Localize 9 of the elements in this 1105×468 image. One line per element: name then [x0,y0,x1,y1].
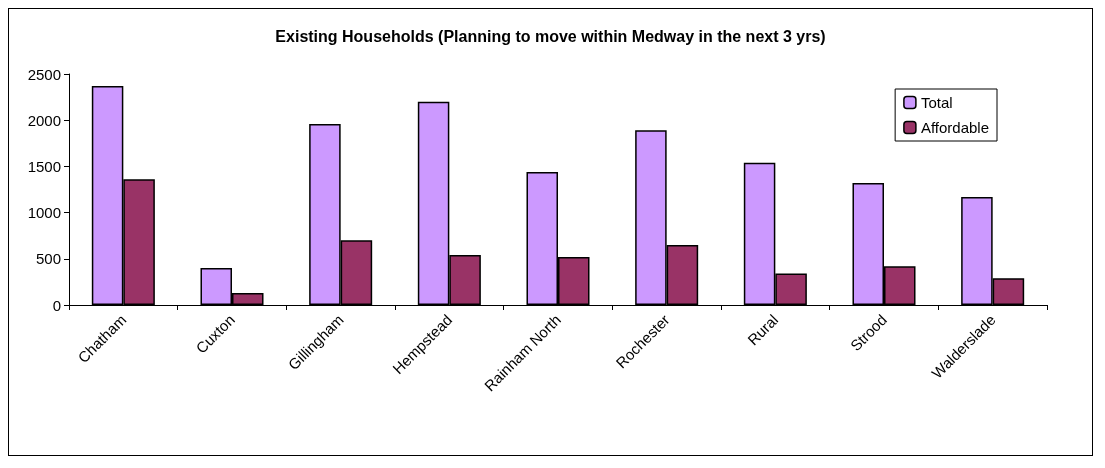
y-tick-label: 500 [35,250,61,268]
chart-title: Existing Households (Planning to move within Medway in the next 3 yrs) [275,27,826,45]
y-tick-label: 2000 [27,111,61,129]
legend-label: Total [920,94,953,111]
y-tick-label: 0 [52,296,61,314]
legend-label: Affordable [920,119,989,136]
y-tick-label: 2500 [27,65,61,83]
y-tick-label: 1500 [27,157,61,175]
y-tick-label: 1000 [27,204,61,222]
